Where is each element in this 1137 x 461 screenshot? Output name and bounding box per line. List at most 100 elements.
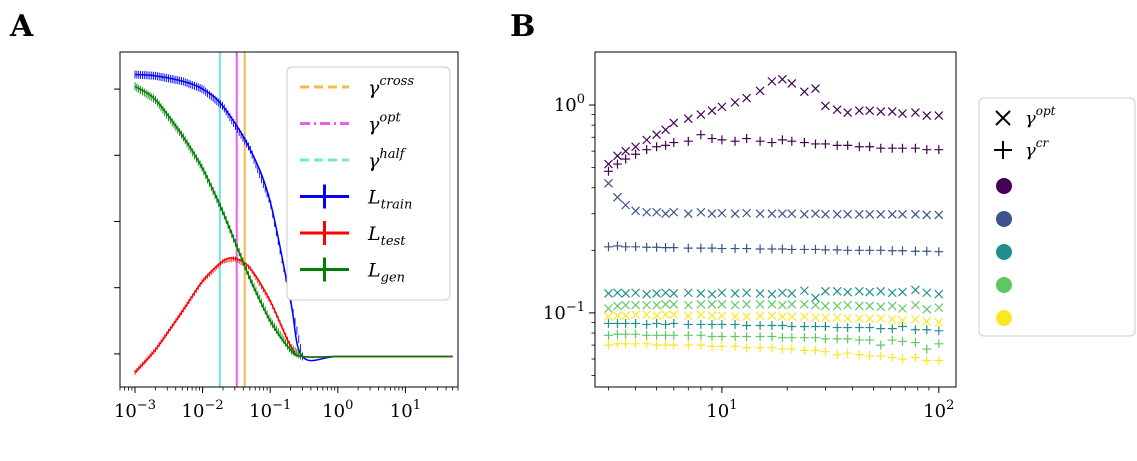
point-cr [810, 333, 820, 343]
point-opt [910, 209, 920, 219]
point-cr [717, 244, 727, 254]
point-cr [612, 241, 622, 251]
point-cr [887, 246, 897, 256]
point-opt [767, 76, 777, 86]
point-opt [717, 311, 727, 321]
point-cr [631, 318, 641, 328]
point-cr [642, 339, 652, 349]
point-opt [683, 114, 693, 124]
point-opt [820, 101, 830, 111]
point-cr [910, 338, 920, 348]
point-opt [799, 286, 809, 296]
point-cr [810, 322, 820, 332]
point-opt [742, 93, 752, 103]
point-cr [799, 138, 809, 148]
point-cr [707, 319, 717, 329]
point-opt [910, 285, 920, 295]
point-cr [799, 333, 809, 343]
point-cr [742, 320, 752, 330]
point-opt [604, 289, 613, 298]
point-opt [631, 300, 641, 310]
point-opt [934, 289, 944, 299]
x-tick-label-b: 102 [923, 398, 954, 422]
point-opt [934, 111, 944, 120]
point-cr [767, 244, 777, 254]
point-cr [922, 246, 932, 256]
legend-label-gen: Lgen [367, 260, 405, 286]
point-opt [730, 312, 740, 322]
point-opt [604, 159, 613, 169]
point-cr [832, 350, 842, 360]
point-opt [820, 286, 830, 296]
point-opt [755, 209, 765, 219]
point-opt [865, 301, 875, 311]
point-opt [696, 207, 706, 217]
point-opt [843, 314, 853, 323]
point-cr [820, 245, 830, 255]
point-cr [669, 330, 679, 340]
point-opt [661, 209, 671, 219]
legend-box-a [286, 66, 451, 301]
point-opt [742, 299, 752, 309]
point-opt [613, 151, 622, 161]
point-opt [820, 209, 830, 219]
point-opt [832, 105, 842, 115]
point-opt [843, 300, 853, 310]
point-opt [661, 299, 671, 309]
point-opt [604, 178, 613, 188]
point-opt [730, 97, 740, 107]
point-cr [755, 331, 765, 341]
point-cr [854, 245, 864, 255]
point-opt [898, 209, 907, 219]
point-opt [876, 209, 886, 219]
point-cr [832, 334, 842, 344]
point-opt [934, 303, 944, 313]
point-cr [612, 339, 622, 349]
point-opt [887, 288, 897, 298]
point-cr [652, 330, 662, 340]
legend-label-cr: γcr [1025, 136, 1049, 161]
point-cr [854, 335, 864, 345]
point-cr [865, 351, 875, 361]
legend-swatch-sigma [996, 178, 1012, 194]
point-opt [854, 209, 864, 219]
point-opt [696, 310, 706, 320]
point-opt [922, 304, 932, 314]
axes-frame-b [594, 51, 957, 388]
point-cr [897, 336, 907, 346]
point-cr [707, 243, 717, 253]
point-cr [876, 324, 886, 334]
point-opt [876, 286, 886, 296]
series-3 [603, 285, 944, 336]
point-opt [777, 312, 787, 322]
point-cr [787, 136, 797, 146]
legend-label-test: Ltest [367, 223, 406, 249]
point-opt [887, 315, 897, 324]
point-cr [642, 145, 652, 155]
point-opt [652, 311, 662, 321]
point-cr [897, 322, 907, 332]
point-cr [642, 330, 652, 340]
point-opt [910, 300, 920, 310]
point-opt [887, 107, 897, 117]
legend-swatch-sigma [996, 244, 1012, 260]
point-cr [621, 329, 631, 339]
legend-a: γcross γopt γhalf Ltrain Ltest Lgen [286, 66, 451, 301]
point-cr [910, 325, 920, 335]
point-opt [621, 300, 631, 310]
point-opt [799, 87, 809, 97]
point-opt [787, 299, 797, 309]
point-opt [777, 209, 787, 219]
point-opt [876, 302, 886, 312]
point-cr [669, 340, 679, 350]
point-cr [683, 340, 693, 350]
point-cr [661, 140, 671, 150]
point-cr [621, 242, 631, 252]
point-cr [603, 330, 613, 340]
point-cr [887, 324, 897, 334]
point-cr [696, 243, 706, 253]
point-cr [876, 351, 886, 361]
point-cr [661, 243, 671, 253]
point-opt [832, 313, 842, 322]
point-opt [730, 300, 740, 310]
